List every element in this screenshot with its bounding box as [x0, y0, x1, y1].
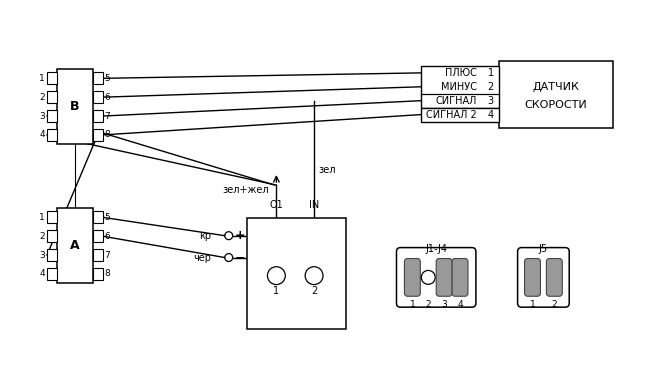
- Bar: [47, 211, 57, 223]
- Text: 5: 5: [104, 213, 110, 222]
- Bar: [421, 108, 499, 122]
- Text: 2: 2: [39, 232, 45, 241]
- Text: J1-J4: J1-J4: [425, 244, 447, 254]
- Text: 5: 5: [104, 74, 110, 83]
- Text: 8: 8: [104, 270, 110, 278]
- Bar: [47, 268, 57, 280]
- Text: IN: IN: [309, 200, 319, 210]
- Bar: [57, 69, 93, 144]
- Text: чер: чер: [193, 253, 211, 263]
- Text: СИГНАЛ 2: СИГНАЛ 2: [426, 110, 477, 120]
- FancyBboxPatch shape: [436, 258, 452, 296]
- Text: 8: 8: [104, 131, 110, 139]
- Bar: [93, 72, 102, 84]
- FancyBboxPatch shape: [525, 258, 541, 296]
- Text: +: +: [235, 229, 245, 242]
- FancyBboxPatch shape: [452, 258, 468, 296]
- Text: 4: 4: [488, 110, 494, 120]
- Bar: [47, 110, 57, 122]
- Text: 7: 7: [104, 251, 110, 259]
- Text: 6: 6: [104, 93, 110, 102]
- Text: O1: O1: [269, 200, 283, 210]
- Text: кр: кр: [199, 231, 211, 241]
- Text: 2: 2: [488, 82, 494, 92]
- Bar: [93, 268, 102, 280]
- Text: 2: 2: [552, 300, 557, 309]
- Bar: [499, 61, 613, 129]
- Bar: [57, 208, 93, 283]
- Text: 2: 2: [426, 300, 431, 309]
- Bar: [421, 66, 499, 108]
- Text: ПЛЮС: ПЛЮС: [445, 68, 477, 78]
- Bar: [47, 91, 57, 103]
- Text: B: B: [70, 100, 80, 113]
- Text: 4: 4: [39, 270, 45, 278]
- Text: 1: 1: [39, 213, 45, 222]
- Text: J5: J5: [539, 244, 548, 254]
- Text: 1: 1: [488, 68, 494, 78]
- Bar: [246, 218, 346, 329]
- Text: 3: 3: [39, 251, 45, 259]
- FancyBboxPatch shape: [404, 258, 421, 296]
- Bar: [93, 91, 102, 103]
- Text: ДАТЧИК: ДАТЧИК: [533, 82, 579, 92]
- Text: 4: 4: [457, 300, 463, 309]
- Bar: [93, 211, 102, 223]
- Text: 2: 2: [39, 93, 45, 102]
- Bar: [47, 129, 57, 141]
- Text: зел: зел: [318, 165, 336, 175]
- FancyBboxPatch shape: [518, 248, 569, 307]
- Text: 7: 7: [104, 112, 110, 121]
- Text: зел+жел: зел+жел: [223, 185, 269, 195]
- Text: 3: 3: [441, 300, 447, 309]
- Text: 4: 4: [39, 131, 45, 139]
- Text: 3: 3: [39, 112, 45, 121]
- Bar: [93, 230, 102, 242]
- FancyBboxPatch shape: [396, 248, 476, 307]
- Text: 6: 6: [104, 232, 110, 241]
- Text: 1: 1: [39, 74, 45, 83]
- Text: 3: 3: [488, 95, 494, 105]
- Text: СИГНАЛ: СИГНАЛ: [436, 95, 477, 105]
- Text: 1: 1: [273, 286, 280, 296]
- Text: МИНУС: МИНУС: [441, 82, 477, 92]
- Bar: [93, 249, 102, 261]
- Bar: [93, 110, 102, 122]
- Bar: [47, 230, 57, 242]
- Text: СКОРОСТИ: СКОРОСТИ: [524, 100, 587, 110]
- Bar: [47, 72, 57, 84]
- Bar: [93, 129, 102, 141]
- Bar: [47, 249, 57, 261]
- Text: −: −: [235, 251, 245, 264]
- Text: A: A: [70, 239, 80, 252]
- Text: 1: 1: [409, 300, 415, 309]
- Text: 2: 2: [311, 286, 318, 296]
- Text: 1: 1: [529, 300, 535, 309]
- FancyBboxPatch shape: [546, 258, 562, 296]
